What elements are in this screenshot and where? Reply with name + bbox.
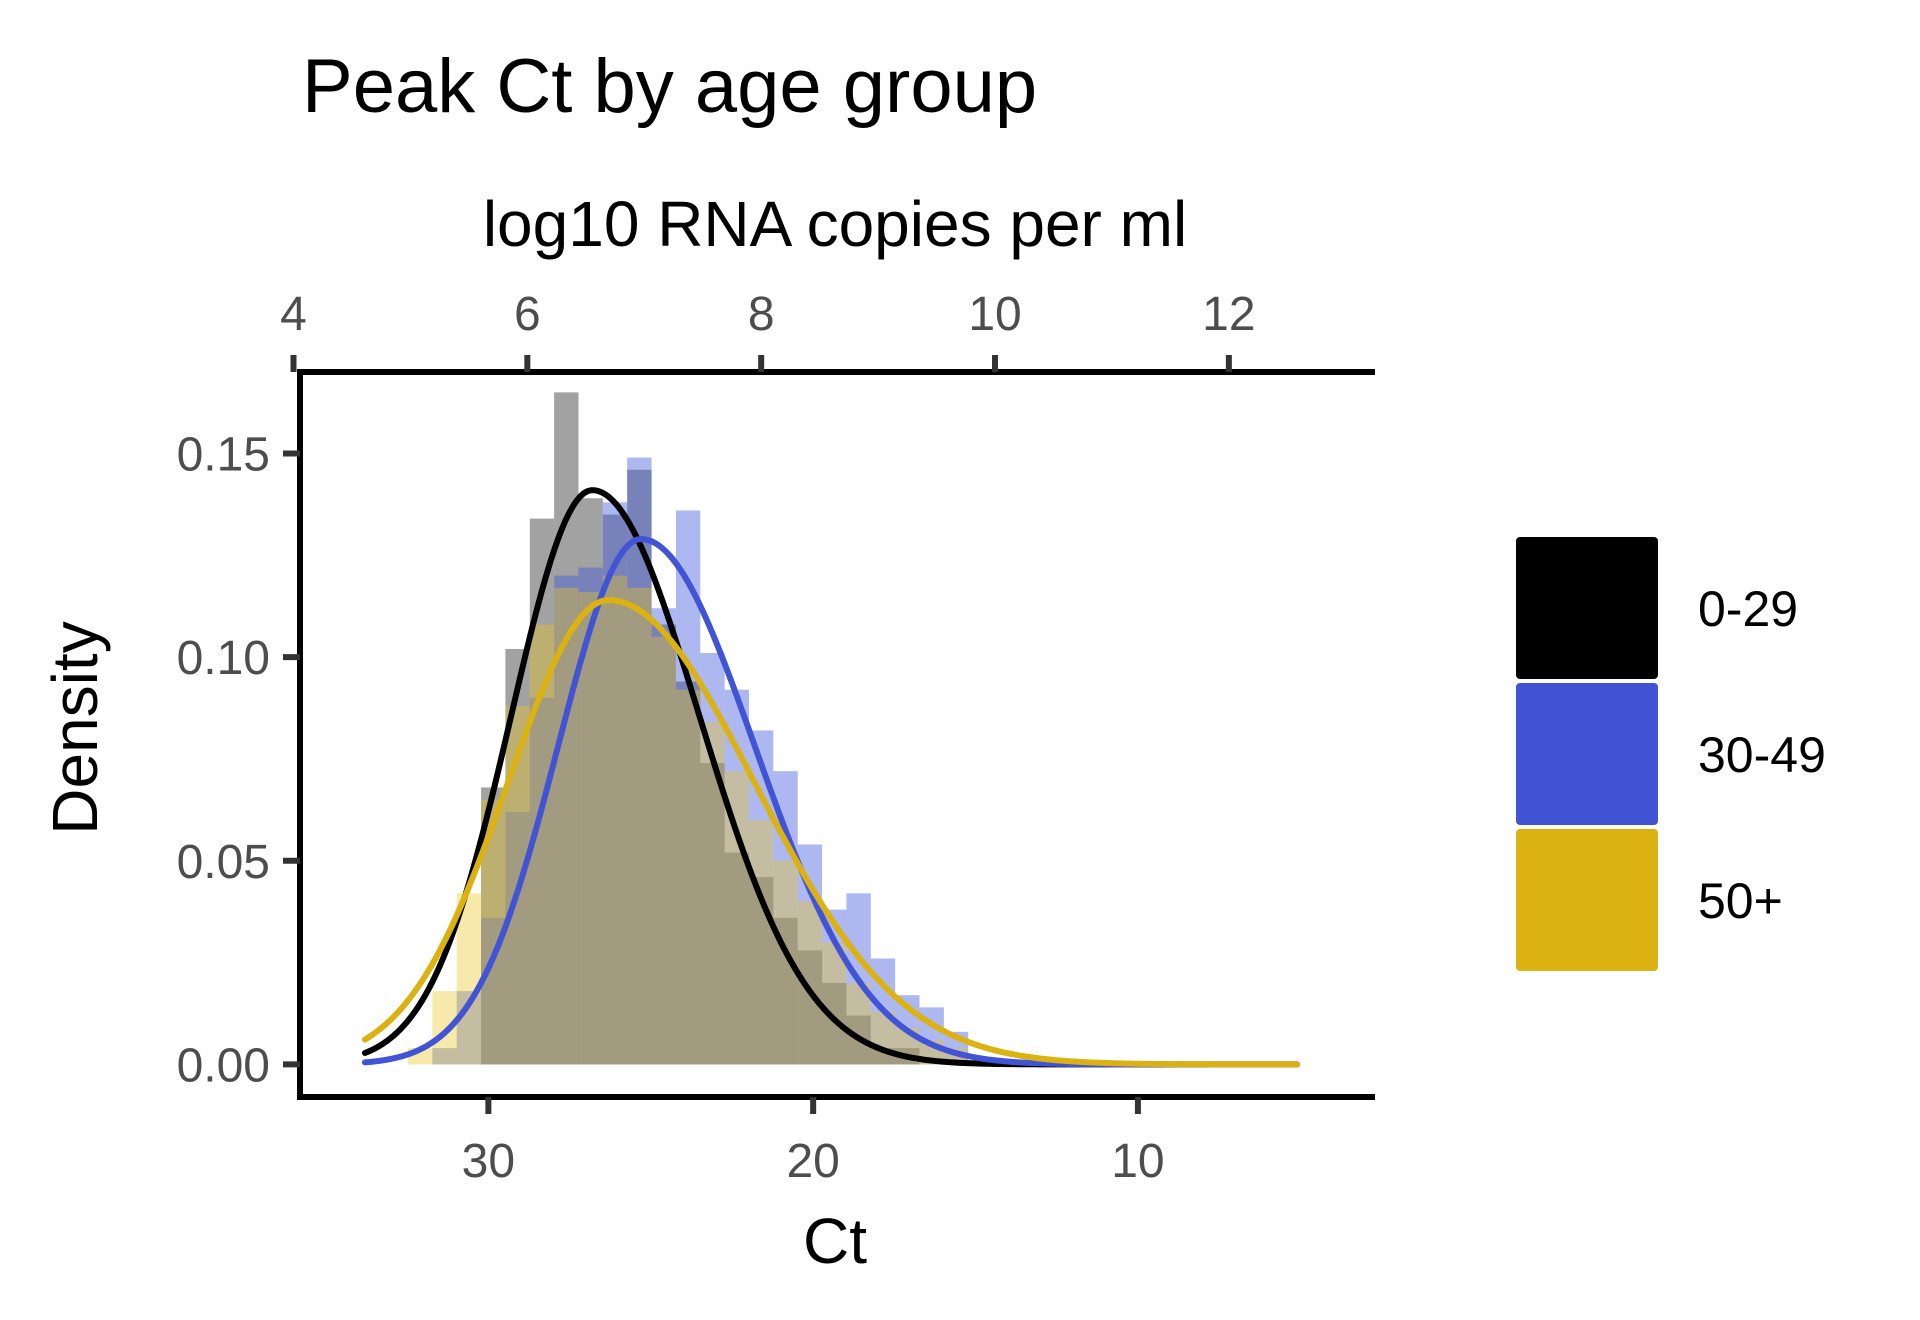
y-tick-label-0: 0.00 [177, 1039, 270, 1092]
axes: 0.00 0.05 0.10 0.15 30 20 10 4 6 8 10 12 [177, 288, 1375, 1188]
legend-label-30-49: 30-49 [1698, 727, 1826, 783]
legend-label-0-29: 0-29 [1698, 581, 1798, 637]
density-curve-50+ [361, 597, 1301, 1068]
bar-0-29-6 [602, 514, 628, 1065]
bar-30-49-0 [432, 1048, 457, 1065]
bar-50+-7 [578, 591, 603, 1065]
bar-50+-14 [749, 820, 774, 1065]
legend-key-50+ [1516, 829, 1658, 971]
legend-label-50+: 50+ [1698, 873, 1783, 929]
secondary-x-tick-label-1: 6 [514, 288, 541, 341]
bar-30-49-4 [529, 697, 555, 1065]
bar-30-49-3 [505, 811, 530, 1065]
secondary-x-tick-label-0: 4 [280, 288, 307, 341]
secondary-x-tick-label-3: 10 [968, 288, 1021, 341]
bar-0-29-13 [773, 917, 798, 1065]
y-tick-label-2: 0.10 [177, 632, 270, 685]
bar-0-29-8 [651, 624, 676, 1065]
y-tick-label-1: 0.05 [177, 836, 270, 889]
bar-0-29-9 [675, 681, 701, 1065]
secondary-x-tick-label-4: 12 [1202, 288, 1255, 341]
bar-50+-17 [822, 942, 847, 1065]
x-tick-label-0: 30 [462, 1135, 515, 1188]
y-tick-label-3: 0.15 [177, 428, 270, 481]
bar-0-29-5 [578, 498, 603, 1065]
legend-key-30-49 [1516, 683, 1658, 825]
bar-30-49-7 [602, 502, 628, 1065]
bar-50+-18 [846, 982, 871, 1065]
bar-50+-8 [602, 575, 628, 1065]
bar-0-29-12 [749, 877, 774, 1065]
secondary-x-axis-title: log10 RNA copies per ml [483, 188, 1187, 260]
x-axis-title: Ct [803, 1205, 867, 1277]
bar-0-29-11 [724, 852, 749, 1065]
x-tick-label-2: 10 [1111, 1135, 1164, 1188]
legend-key-0-29 [1516, 537, 1658, 679]
y-axis-title: Density [39, 621, 111, 834]
bar-50+-10 [651, 636, 676, 1065]
bar-30-49-9 [651, 608, 676, 1065]
bar-50+-12 [700, 722, 725, 1065]
bar-50+-9 [627, 587, 652, 1065]
secondary-x-tick-label-2: 8 [748, 288, 775, 341]
legend: 0-29 30-49 50+ [1516, 537, 1826, 971]
x-tick-label-1: 20 [786, 1135, 839, 1188]
bar-0-29-10 [700, 763, 725, 1065]
bar-50+-11 [675, 689, 701, 1065]
chart-title: Peak Ct by age group [302, 44, 1037, 129]
density-curves [361, 487, 1301, 1068]
bar-50+-13 [724, 771, 749, 1065]
bar-0-29-14 [797, 950, 823, 1065]
bar-50+-6 [554, 587, 579, 1065]
bar-50+-2 [456, 893, 482, 1065]
